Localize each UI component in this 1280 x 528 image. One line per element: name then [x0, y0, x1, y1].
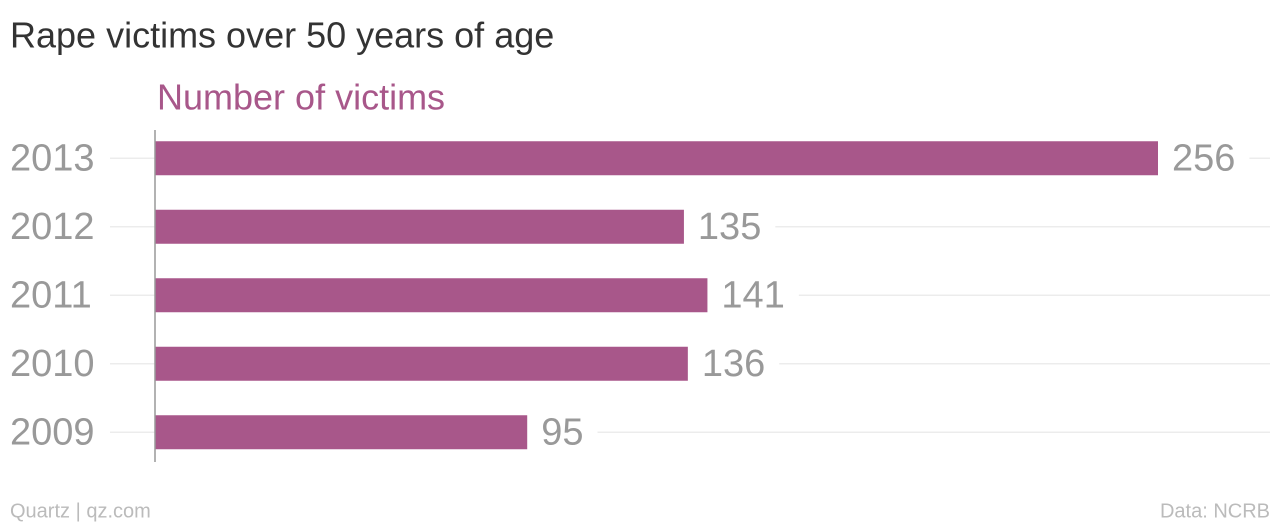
bar [155, 346, 688, 381]
bar [155, 278, 708, 313]
bar [155, 141, 1158, 176]
value-label: 95 [541, 411, 583, 453]
source: Data: NCRB [1160, 500, 1270, 522]
y-tick-label: 2013 [10, 137, 95, 179]
y-tick-label: 2009 [10, 411, 95, 453]
value-label: 135 [698, 206, 761, 248]
value-label: 141 [721, 274, 784, 316]
y-tick-label: 2010 [10, 343, 95, 385]
axis-title: Number of victims [157, 77, 445, 118]
chart-title: Rape victims over 50 years of age [10, 15, 554, 56]
value-label: 136 [702, 343, 765, 385]
y-tick-label: 2012 [10, 206, 95, 248]
bar [155, 415, 528, 450]
credit: Quartz | qz.com [10, 500, 151, 522]
value-label: 256 [1172, 137, 1235, 179]
bar [155, 209, 684, 244]
y-tick-label: 2011 [10, 274, 92, 316]
